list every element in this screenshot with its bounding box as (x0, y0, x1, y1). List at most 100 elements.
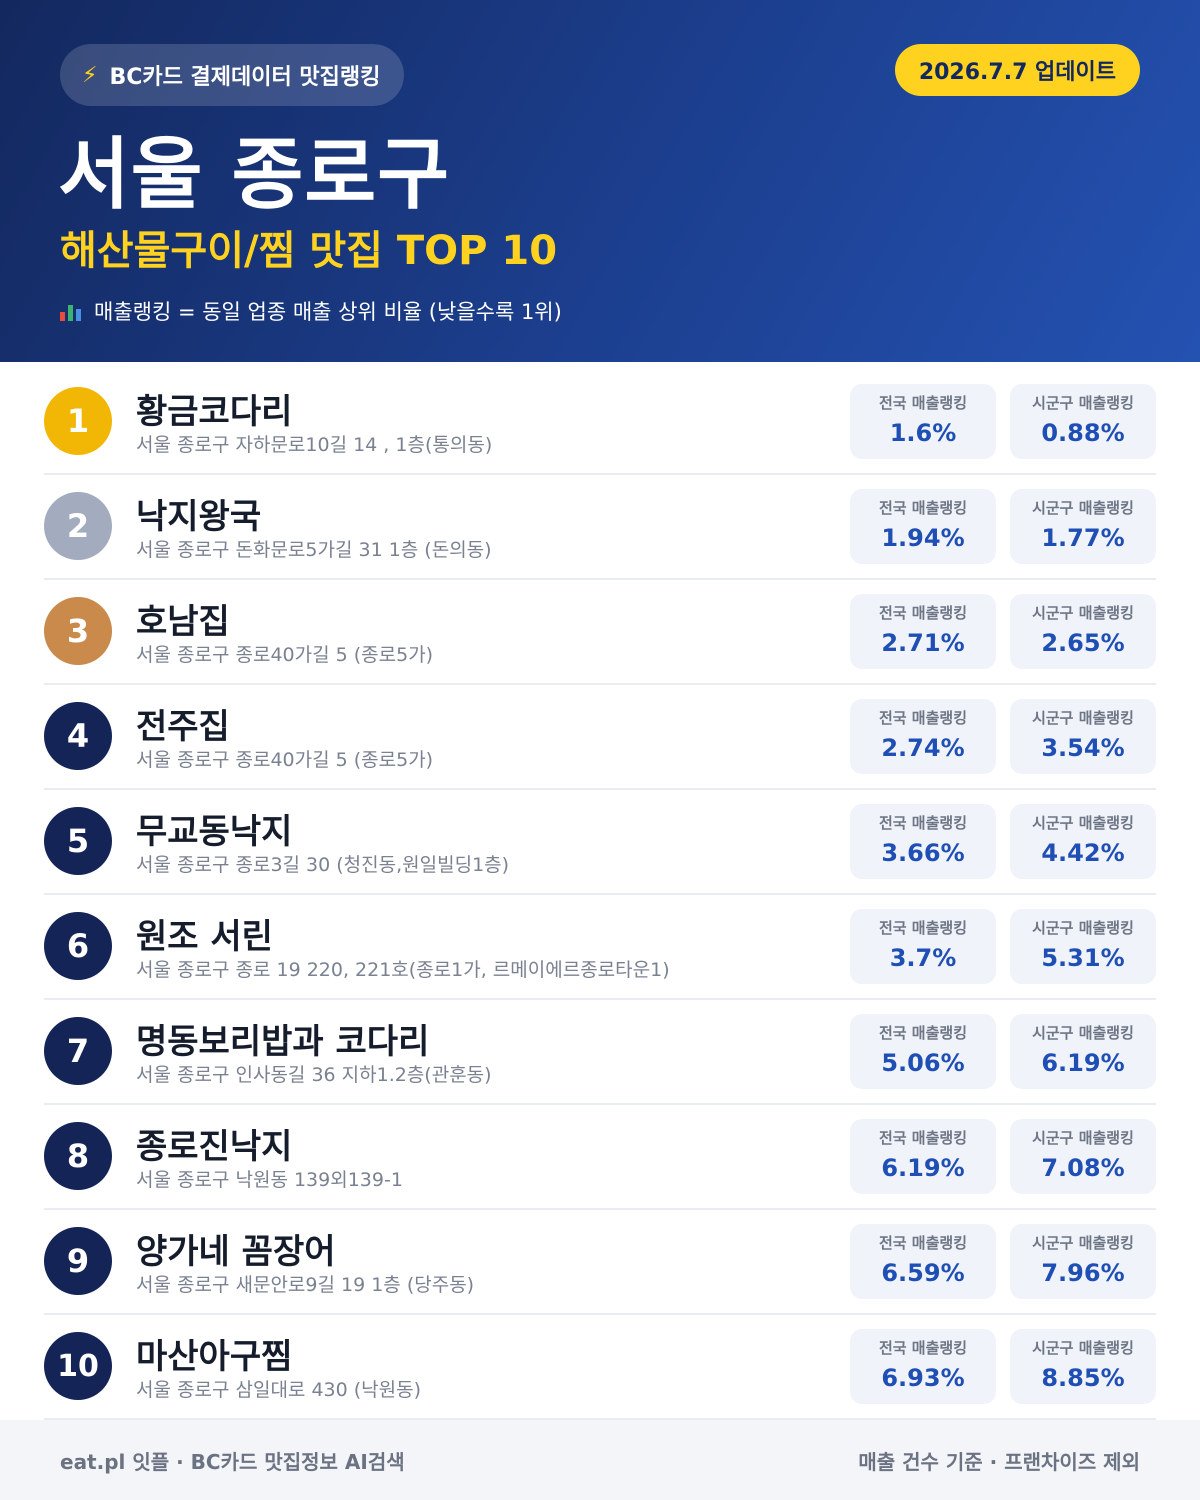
national-ranking-value: 6.59% (881, 1259, 965, 1287)
restaurant-name[interactable]: 호남집 (136, 602, 230, 642)
national-ranking-label: 전국 매출랭킹 (878, 394, 968, 412)
district-ranking-value: 1.77% (1041, 524, 1125, 552)
national-ranking: 전국 매출랭킹 6.59% (850, 1224, 996, 1299)
rank-badge: 7 (44, 1017, 112, 1085)
district-ranking-label: 시군구 매출랭킹 (1032, 394, 1134, 412)
restaurant-address: 서울 종로구 낙원동 139외139-1 (136, 1169, 403, 1191)
rank-badge: 6 (44, 912, 112, 980)
footer-criteria: 매출 건수 기준 · 프랜차이즈 제외 (858, 1450, 1140, 1474)
district-ranking-value: 7.96% (1041, 1259, 1125, 1287)
national-ranking-label: 전국 매출랭킹 (878, 709, 968, 727)
national-ranking-label: 전국 매출랭킹 (878, 1024, 968, 1042)
restaurant-row[interactable]: 8 종로진낙지 서울 종로구 낙원동 139외139-1 전국 매출랭킹 6.19% 시군… (44, 1105, 1156, 1210)
national-ranking-value: 3.66% (881, 839, 965, 867)
national-ranking-value: 5.06% (881, 1049, 965, 1077)
district-ranking-value: 7.08% (1041, 1154, 1125, 1182)
restaurant-name[interactable]: 마산아구찜 (136, 1337, 293, 1377)
restaurant-address: 서울 종로구 종로40가길 5 (종로5가) (136, 644, 434, 666)
restaurant-name[interactable]: 원조 서린 (136, 917, 273, 957)
bar-chart-icon (60, 301, 82, 321)
district-ranking-label: 시군구 매출랭킹 (1032, 709, 1134, 727)
district-ranking-label: 시군구 매출랭킹 (1032, 1234, 1134, 1252)
update-badge: 2026.7.7 업데이트 (894, 44, 1140, 96)
rank-badge: 9 (44, 1227, 112, 1295)
national-ranking-label: 전국 매출랭킹 (878, 919, 968, 937)
restaurant-address: 서울 종로구 종로 19 220, 221호(종로1가, 르메이에르종로타운1) (136, 959, 670, 981)
lightning-icon: ⚡ (82, 62, 98, 88)
footer-source: eat.pl 잇플 · BC카드 맛집정보 AI검색 (60, 1450, 405, 1474)
restaurant-name[interactable]: 양가네 꼼장어 (136, 1232, 336, 1272)
restaurant-row[interactable]: 2 낙지왕국 서울 종로구 돈화문로5가길 31 1층 (돈의동) 전국 매출랭킹 1.… (44, 475, 1156, 580)
restaurant-row[interactable]: 4 전주집 서울 종로구 종로40가길 5 (종로5가) 전국 매출랭킹 2.74% 시군… (44, 685, 1156, 790)
district-ranking: 시군구 매출랭킹 3.54% (1010, 699, 1156, 774)
rank-badge: 10 (44, 1332, 112, 1400)
district-ranking-label: 시군구 매출랭킹 (1032, 1024, 1134, 1042)
national-ranking-label: 전국 매출랭킹 (878, 1234, 968, 1252)
restaurant-row[interactable]: 1 황금코다리 서울 종로구 자하문로10길 14 , 1층(통의동) 전국 매출랭킹… (44, 370, 1156, 475)
district-ranking-label: 시군구 매출랭킹 (1032, 919, 1134, 937)
restaurant-row[interactable]: 3 호남집 서울 종로구 종로40가길 5 (종로5가) 전국 매출랭킹 2.71% 시군… (44, 580, 1156, 685)
district-ranking-label: 시군구 매출랭킹 (1032, 1339, 1134, 1357)
restaurant-row[interactable]: 7 명동보리밥과 코다리 서울 종로구 인사동길 36 지하1.2층(관훈동) 전국 … (44, 1000, 1156, 1105)
national-ranking: 전국 매출랭킹 2.71% (850, 594, 996, 669)
rank-badge: 3 (44, 597, 112, 665)
national-ranking: 전국 매출랭킹 6.19% (850, 1119, 996, 1194)
national-ranking: 전국 매출랭킹 3.7% (850, 909, 996, 984)
national-ranking-label: 전국 매출랭킹 (878, 814, 968, 832)
restaurant-name[interactable]: 무교동낙지 (136, 812, 293, 852)
district-ranking-value: 5.31% (1041, 944, 1125, 972)
national-ranking-label: 전국 매출랭킹 (878, 1129, 968, 1147)
district-ranking: 시군구 매출랭킹 5.31% (1010, 909, 1156, 984)
district-ranking: 시군구 매출랭킹 7.08% (1010, 1119, 1156, 1194)
restaurant-address: 서울 종로구 인사동길 36 지하1.2층(관훈동) (136, 1064, 492, 1086)
restaurant-name[interactable]: 전주집 (136, 707, 230, 747)
national-ranking-value: 6.93% (881, 1364, 965, 1392)
restaurant-address: 서울 종로구 새문안로9길 19 1층 (당주동) (136, 1274, 475, 1296)
page-subtitle: 해산물구이/찜 맛집 TOP 10 (60, 228, 558, 274)
restaurant-row[interactable]: 6 원조 서린 서울 종로구 종로 19 220, 221호(종로1가, 르메이에르… (44, 895, 1156, 1000)
rank-badge: 5 (44, 807, 112, 875)
district-ranking: 시군구 매출랭킹 7.96% (1010, 1224, 1156, 1299)
national-ranking: 전국 매출랭킹 1.94% (850, 489, 996, 564)
restaurant-address: 서울 종로구 삼일대로 430 (낙원동) (136, 1379, 422, 1401)
national-ranking-value: 2.74% (881, 734, 965, 762)
restaurant-row[interactable]: 10 마산아구찜 서울 종로구 삼일대로 430 (낙원동) 전국 매출랭킹 6.93%… (44, 1315, 1156, 1420)
national-ranking: 전국 매출랭킹 1.6% (850, 384, 996, 459)
restaurant-name[interactable]: 종로진낙지 (136, 1127, 293, 1167)
restaurant-name[interactable]: 낙지왕국 (136, 497, 262, 537)
district-ranking-value: 6.19% (1041, 1049, 1125, 1077)
restaurant-address: 서울 종로구 돈화문로5가길 31 1층 (돈의동) (136, 539, 492, 561)
restaurant-row[interactable]: 9 양가네 꼼장어 서울 종로구 새문안로9길 19 1층 (당주동) 전국 매출랭킹… (44, 1210, 1156, 1315)
district-ranking-value: 4.42% (1041, 839, 1125, 867)
national-ranking: 전국 매출랭킹 2.74% (850, 699, 996, 774)
rank-badge: 1 (44, 387, 112, 455)
district-ranking: 시군구 매출랭킹 6.19% (1010, 1014, 1156, 1089)
rank-badge: 8 (44, 1122, 112, 1190)
district-ranking-value: 2.65% (1041, 629, 1125, 657)
district-ranking: 시군구 매출랭킹 8.85% (1010, 1329, 1156, 1404)
national-ranking-value: 1.94% (881, 524, 965, 552)
district-ranking-label: 시군구 매출랭킹 (1032, 604, 1134, 622)
restaurant-name[interactable]: 황금코다리 (136, 392, 293, 432)
source-label: BC카드 결제데이터 맛집랭킹 (109, 65, 381, 90)
header: ⚡ BC카드 결제데이터 맛집랭킹 2026.7.7 업데이트 서울 종로구 해… (0, 0, 1200, 362)
page-title: 서울 종로구 (58, 130, 450, 220)
national-ranking-value: 1.6% (889, 419, 957, 447)
national-ranking-label: 전국 매출랭킹 (878, 499, 968, 517)
national-ranking-label: 전국 매출랭킹 (878, 1339, 968, 1357)
national-ranking: 전국 매출랭킹 5.06% (850, 1014, 996, 1089)
national-ranking-value: 6.19% (881, 1154, 965, 1182)
ranking-note: 매출랭킹 = 동일 업종 매출 상위 비율 (낮을수록 1위) (60, 296, 562, 326)
district-ranking: 시군구 매출랭킹 1.77% (1010, 489, 1156, 564)
district-ranking-label: 시군구 매출랭킹 (1032, 1129, 1134, 1147)
ranking-note-text: 매출랭킹 = 동일 업종 매출 상위 비율 (낮을수록 1위) (94, 300, 562, 324)
rank-badge: 4 (44, 702, 112, 770)
restaurant-name[interactable]: 명동보리밥과 코다리 (136, 1022, 430, 1062)
source-badge: ⚡ BC카드 결제데이터 맛집랭킹 (60, 44, 405, 106)
restaurant-list: 1 황금코다리 서울 종로구 자하문로10길 14 , 1층(통의동) 전국 매출랭킹… (44, 370, 1156, 1420)
restaurant-row[interactable]: 5 무교동낙지 서울 종로구 종로3길 30 (청진동,원일빌딩1층) 전국 매출랭킹… (44, 790, 1156, 895)
district-ranking-value: 8.85% (1041, 1364, 1125, 1392)
restaurant-address: 서울 종로구 종로3길 30 (청진동,원일빌딩1층) (136, 854, 510, 876)
restaurant-address: 서울 종로구 자하문로10길 14 , 1층(통의동) (136, 434, 493, 456)
district-ranking: 시군구 매출랭킹 0.88% (1010, 384, 1156, 459)
